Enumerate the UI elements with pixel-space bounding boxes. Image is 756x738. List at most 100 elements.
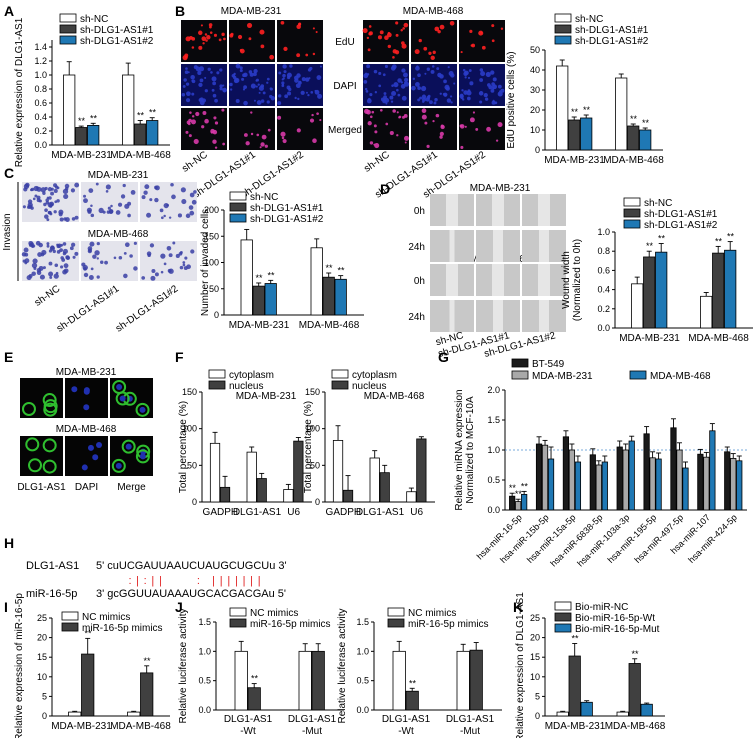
panel-label-c: C xyxy=(4,165,14,181)
y-axis-label: Relative expression of miR-16-5p xyxy=(14,593,25,738)
micrograph-row-label: DAPI xyxy=(333,81,356,92)
invaded-cell-dot xyxy=(178,251,183,256)
cell-nucleus-dot xyxy=(396,134,399,137)
invaded-cell-dot xyxy=(22,259,26,263)
cell-nucleus-dot xyxy=(305,77,310,82)
invaded-cell-dot xyxy=(154,197,159,203)
invaded-cell-dot xyxy=(170,182,174,187)
x-tick-label: U6 xyxy=(410,507,423,518)
transwell-column-label: sh-DLG1-AS1#2 xyxy=(114,283,181,334)
y-axis-label: Total percentage (%) xyxy=(178,401,189,493)
legend-swatch xyxy=(554,601,572,611)
bar xyxy=(146,120,159,146)
y-tick-label: 50 xyxy=(530,45,540,55)
cell-nucleus-dot xyxy=(277,115,282,120)
significance-mark: ** xyxy=(571,633,579,643)
bar xyxy=(700,295,713,329)
cell-nucleus-dot xyxy=(250,132,254,136)
cell-nucleus-dot xyxy=(426,67,430,71)
cell-nucleus-dot xyxy=(460,145,464,149)
legend-label: nucleus xyxy=(352,381,386,392)
invaded-cell-dot xyxy=(186,264,191,270)
cell-nucleus-dot xyxy=(419,96,423,100)
transwell-column-label: sh-NC xyxy=(33,283,63,308)
cell-nucleus-dot xyxy=(374,130,378,134)
cell-nucleus-dot xyxy=(235,98,240,103)
legend-swatch xyxy=(623,197,641,207)
bar xyxy=(240,239,253,316)
x-tick-label: MDA-MB-468 xyxy=(688,333,749,344)
invaded-cell-dot xyxy=(129,254,133,258)
cell-nucleus-dot xyxy=(308,77,311,80)
cell-nucleus-dot xyxy=(395,33,399,37)
transwell-image-grid: MDA-MB-231MDA-MB-468Invasionsh-NCsh-DLG1… xyxy=(2,170,197,335)
invaded-cell-dot xyxy=(53,273,59,279)
cell-nucleus-dot xyxy=(311,113,314,117)
nucleus-signal xyxy=(139,453,146,460)
cell-nucleus-dot xyxy=(462,68,466,72)
invaded-cell-dot xyxy=(46,242,50,246)
cell-nucleus-dot xyxy=(369,115,373,119)
invaded-cell-dot xyxy=(37,252,43,257)
invaded-cell-dot xyxy=(190,249,195,254)
invaded-cell-dot xyxy=(149,243,155,248)
bar xyxy=(246,451,257,503)
bar xyxy=(556,711,569,717)
cell-nucleus-dot xyxy=(490,70,495,75)
invaded-cell-dot xyxy=(120,194,126,199)
legend-swatch xyxy=(554,623,572,633)
wound-gap xyxy=(449,230,455,262)
cell-nucleus-dot xyxy=(492,99,495,103)
invaded-cell-dot xyxy=(49,245,55,251)
invaded-cell-dot xyxy=(83,267,87,271)
cell-nucleus-dot xyxy=(248,70,253,74)
bar xyxy=(595,464,602,511)
panel-label-f: F xyxy=(175,349,184,365)
binding-site-diagram: DLG1-AS1 5' cuUCGAUUAAUCUAUGCUGCUu 3' mi… xyxy=(26,560,287,600)
cell-nucleus-dot xyxy=(305,53,309,57)
invaded-cell-dot xyxy=(44,208,48,212)
cell-nucleus-dot xyxy=(426,95,431,100)
invaded-cell-dot xyxy=(106,210,111,214)
cell-nucleus-dot xyxy=(483,92,488,98)
legend-swatch xyxy=(59,35,77,45)
invaded-cell-dot xyxy=(151,268,156,273)
cell-nucleus-dot xyxy=(219,84,223,88)
panel-label-h: H xyxy=(4,535,14,551)
cell-nucleus-dot xyxy=(266,81,269,84)
legend-swatch xyxy=(623,208,641,218)
cell-nucleus-dot xyxy=(365,90,369,93)
fish-image-grid: MDA-MB-231 MDA-MB-468 DLG1-AS1 DAPI Merge xyxy=(17,367,153,493)
legend-swatch xyxy=(229,607,247,617)
base-pair-mark: | xyxy=(151,575,154,587)
cell-nucleus-dot xyxy=(383,92,387,95)
cell-nucleus-dot xyxy=(198,30,203,36)
x-tick-label: GADPH xyxy=(203,507,239,518)
invaded-cell-dot xyxy=(24,258,30,264)
lnc-name: DLG1-AS1 xyxy=(26,560,79,572)
invaded-cell-dot xyxy=(90,213,95,218)
y-tick-label: 150 xyxy=(204,231,219,241)
fish-column-label: Merge xyxy=(117,482,146,493)
significance-mark: ** xyxy=(267,270,275,280)
cell-nucleus-dot xyxy=(374,143,380,149)
invaded-cell-dot xyxy=(149,198,153,202)
cell-nucleus-dot xyxy=(430,69,435,74)
cytoplasm-signal xyxy=(42,393,57,408)
bar xyxy=(616,711,629,717)
cell-nucleus-dot xyxy=(249,72,254,77)
cell-nucleus-dot xyxy=(312,27,315,30)
invaded-cell-dot xyxy=(105,184,111,190)
cell-nucleus-dot xyxy=(363,79,368,84)
y-tick-label: 1.5 xyxy=(198,617,211,627)
y-tick-label: 0.0 xyxy=(198,705,211,715)
cell-nucleus-dot xyxy=(229,82,233,87)
cell-nucleus-dot xyxy=(397,78,402,83)
cell-nucleus-dot xyxy=(440,124,444,128)
bar xyxy=(628,440,635,511)
bar xyxy=(256,478,267,503)
cell-nucleus-dot xyxy=(253,68,258,74)
y-tick-label: 1.0 xyxy=(597,227,610,237)
y-axis-label: Relative expression of DLG1-AS1 xyxy=(515,592,526,738)
invaded-cell-dot xyxy=(168,216,172,219)
